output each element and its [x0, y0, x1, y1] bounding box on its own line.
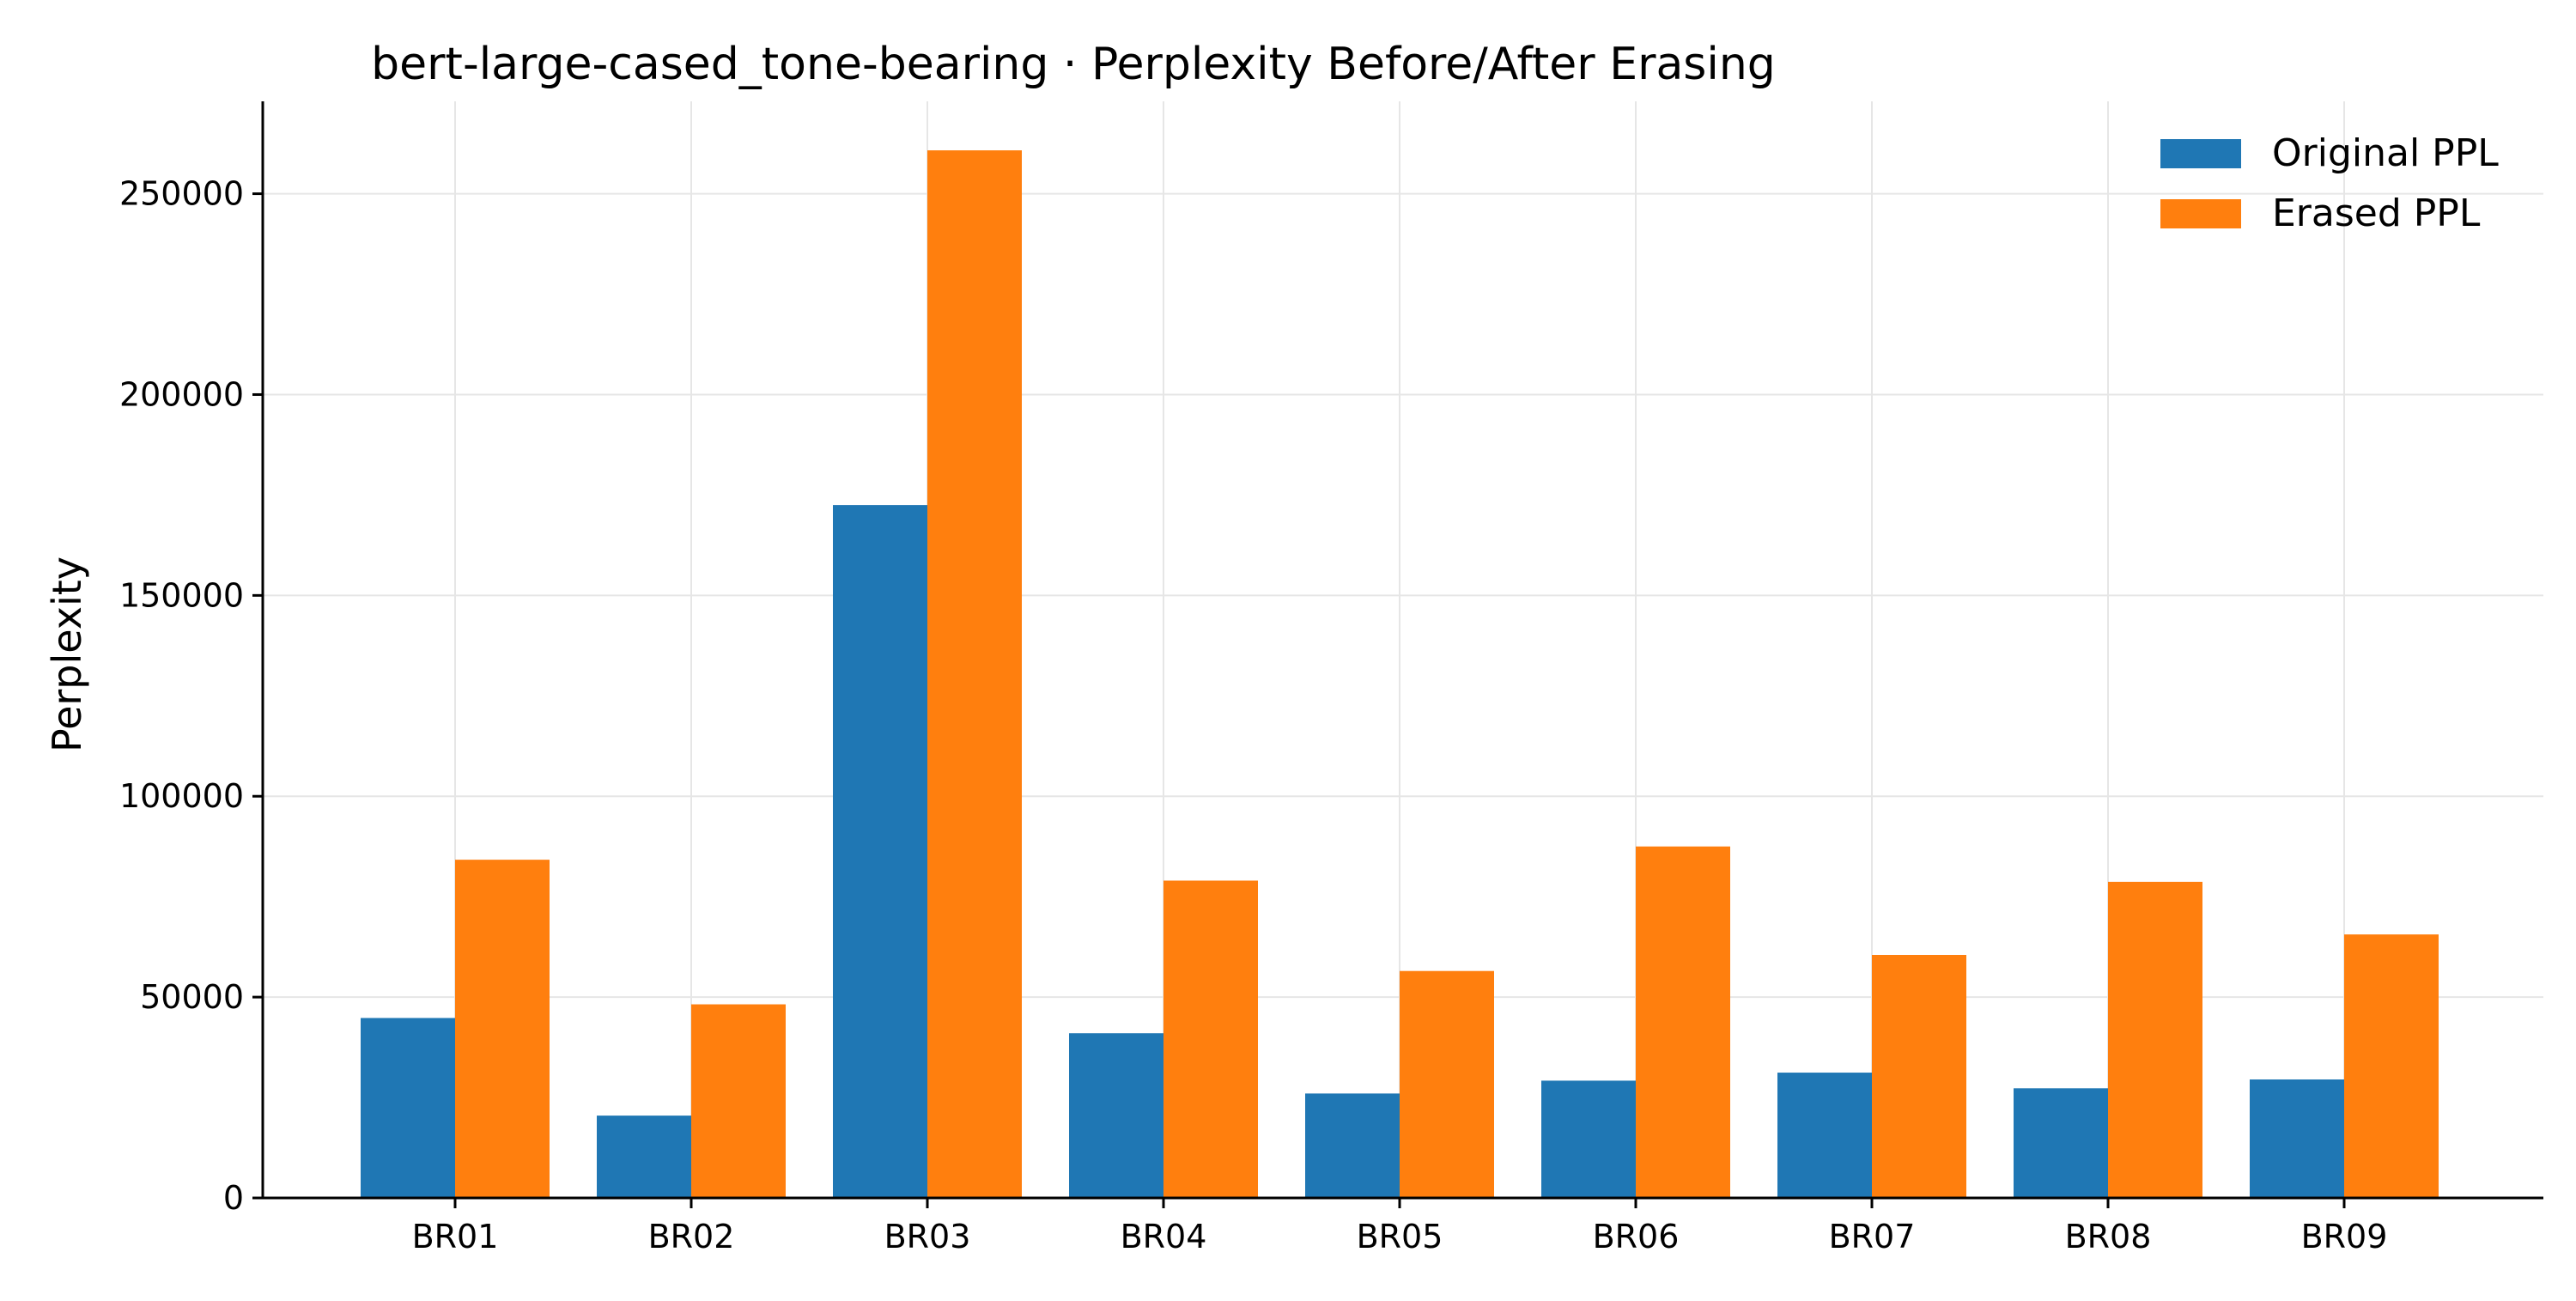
- x-tick-label: BR03: [884, 1218, 971, 1255]
- axes: 0 50000 100000 150000 200000 250000 BR01 BR02 BR…: [119, 101, 2543, 1255]
- chart-title: bert-large-cased_tone-bearing · Perplexi…: [371, 39, 1776, 90]
- bar-br08-original: [2014, 1088, 2108, 1198]
- bar-br03-original: [833, 505, 927, 1198]
- bar-br01-erased: [455, 860, 550, 1198]
- y-tick-label: 250000: [119, 175, 244, 213]
- y-tick-label: 0: [223, 1179, 244, 1217]
- bar-br09-erased: [2344, 934, 2439, 1198]
- bars: [361, 150, 2439, 1199]
- x-tick-label: BR07: [1829, 1218, 1916, 1255]
- y-tick-label: 50000: [140, 978, 244, 1016]
- legend-swatch: [2160, 199, 2241, 228]
- x-tick-label: BR02: [648, 1218, 735, 1255]
- y-tick-label: 100000: [119, 777, 244, 815]
- bar-br06-original: [1541, 1080, 1636, 1198]
- bar-br04-original: [1069, 1033, 1163, 1198]
- legend-label: Erased PPL: [2272, 192, 2481, 235]
- bar-br01-original: [361, 1018, 455, 1198]
- x-tick-label: BR09: [2301, 1218, 2388, 1255]
- y-axis-label: Perplexity: [44, 556, 90, 752]
- legend-label: Original PPL: [2272, 131, 2499, 175]
- bar-br02-original: [597, 1116, 691, 1198]
- y-tick-label: 150000: [119, 576, 244, 614]
- x-tick-label: BR05: [1357, 1218, 1443, 1255]
- x-tick-label: BR01: [412, 1218, 499, 1255]
- bar-br08-erased: [2108, 881, 2202, 1198]
- x-tick-label: BR04: [1121, 1218, 1207, 1255]
- x-tick-label: BR08: [2065, 1218, 2152, 1255]
- bar-br05-original: [1305, 1093, 1400, 1198]
- bar-br04-erased: [1163, 880, 1258, 1198]
- bar-br09-original: [2250, 1079, 2344, 1198]
- bar-br07-original: [1777, 1073, 1872, 1198]
- legend-swatch: [2160, 139, 2241, 168]
- bar-br05-erased: [1400, 970, 1494, 1198]
- bar-br06-erased: [1636, 846, 1730, 1198]
- y-tick-label: 200000: [119, 375, 244, 413]
- bar-br07-erased: [1872, 955, 1966, 1198]
- legend: Original PPL Erased PPL: [2160, 131, 2499, 235]
- x-tick-label: BR06: [1593, 1218, 1680, 1255]
- bar-br02-erased: [691, 1004, 786, 1198]
- bar-br03-erased: [927, 150, 1022, 1199]
